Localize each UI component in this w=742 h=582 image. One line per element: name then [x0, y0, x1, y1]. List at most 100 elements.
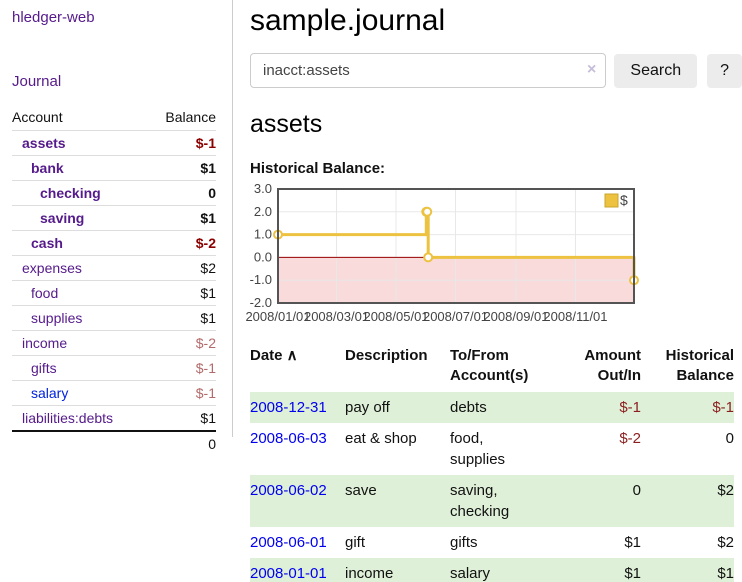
transaction-amount: 0	[632, 482, 641, 499]
account-balance: $-2	[195, 335, 216, 351]
transaction-description: income	[345, 565, 394, 582]
account-balance: 0	[208, 185, 216, 201]
transaction-description: eat & shop	[345, 430, 417, 447]
search-button[interactable]: Search	[614, 53, 698, 88]
account-row: checking 0	[12, 180, 216, 205]
column-header-date[interactable]: Date ∧	[250, 347, 298, 364]
x-axis-tick-label: 2008/01/01	[245, 309, 310, 324]
search-box: ×	[250, 53, 607, 88]
y-axis-tick-label: -1.0	[250, 272, 272, 287]
transaction-accounts: saving, checking	[450, 482, 510, 520]
data-point-marker	[423, 252, 434, 263]
transaction-amount: $-2	[619, 430, 641, 447]
account-row: bank $1	[12, 155, 216, 180]
transactions-header-row: Date ∧ Description To/From Account(s) Amoun…	[250, 343, 734, 392]
transaction-accounts: gifts	[450, 534, 478, 551]
help-button[interactable]: ?	[707, 53, 742, 88]
transaction-description: pay off	[345, 399, 390, 416]
account-row: liabilities:debts $1	[12, 405, 216, 430]
account-row: assets $-1	[12, 130, 216, 155]
transaction-description: gift	[345, 534, 366, 551]
account-balance: $1	[200, 310, 216, 326]
transaction-accounts: debts	[450, 399, 487, 416]
column-header-amount-out-in[interactable]: Amount Out/In	[584, 347, 641, 384]
transaction-balance: 0	[725, 430, 734, 447]
transaction-date-link[interactable]: 2008-12-31	[250, 399, 327, 416]
account-link[interactable]: income	[22, 335, 68, 351]
column-header-to-from-account-s-[interactable]: To/From Account(s)	[450, 347, 529, 384]
transaction-description: save	[345, 482, 377, 499]
search-form: × Search ?	[250, 53, 742, 88]
transaction-row: 2008-12-31 pay off debts $-1 $-1	[250, 392, 734, 423]
transaction-date-link[interactable]: 2008-06-03	[250, 430, 327, 447]
data-point-marker	[422, 206, 433, 217]
account-link[interactable]: liabilities:debts	[22, 410, 114, 426]
clear-search-icon[interactable]: ×	[587, 61, 597, 78]
transaction-date-link[interactable]: 2008-01-01	[250, 565, 327, 582]
account-link[interactable]: gifts	[31, 360, 57, 376]
account-column-header: Account	[12, 109, 63, 125]
transaction-row: 2008-06-01 gift gifts $1 $2	[250, 527, 734, 558]
transaction-row: 2008-01-01 income salary $1 $1	[250, 558, 734, 582]
account-link[interactable]: food	[31, 285, 59, 301]
account-balance: $-1	[195, 360, 216, 376]
legend-swatch	[604, 193, 619, 208]
account-row: cash $-2	[12, 230, 216, 255]
account-balance: $1	[200, 410, 216, 426]
account-balance: $-1	[195, 135, 216, 151]
y-axis-tick-label: 3.0	[254, 183, 272, 196]
account-link[interactable]: salary	[31, 385, 69, 401]
account-row: income $-2	[12, 330, 216, 355]
account-balance: $1	[200, 210, 216, 226]
accounts-table: Account Balance assets $-1 bank $1 checking 0…	[12, 106, 216, 456]
sidebar: hledger-web Journal Account Balance asse…	[0, 0, 233, 452]
accounts-table-header: Account Balance	[12, 106, 216, 130]
transaction-date-link[interactable]: 2008-06-01	[250, 534, 327, 551]
x-axis-tick-label: 2008/03/01	[304, 309, 369, 324]
accounts-total: 0	[12, 430, 216, 456]
account-balance: $-1	[195, 385, 216, 401]
transaction-row: 2008-06-03 eat & shop food, supplies $-2 0	[250, 423, 734, 475]
transaction-balance: $-1	[712, 399, 734, 416]
account-link[interactable]: saving	[40, 210, 85, 226]
account-link[interactable]: supplies	[31, 310, 83, 326]
account-link[interactable]: cash	[31, 235, 63, 251]
legend-label: $	[620, 192, 628, 208]
account-link[interactable]: expenses	[22, 260, 82, 276]
transactions-rows: 2008-12-31 pay off debts $-1 $-1 2008-06-03 ea…	[250, 392, 734, 582]
account-balance: $2	[200, 260, 216, 276]
transaction-amount: $-1	[619, 399, 641, 416]
accounts-table-rows: assets $-1 bank $1 checking 0 saving $1 cash $-2 e…	[12, 130, 216, 430]
account-row: saving $1	[12, 205, 216, 230]
account-link[interactable]: bank	[31, 160, 64, 176]
x-axis-tick-label: 2008/09/01	[483, 309, 548, 324]
account-row: expenses $2	[12, 255, 216, 280]
y-axis-tick-label: -2.0	[250, 295, 272, 310]
account-row: food $1	[12, 280, 216, 305]
transaction-amount: $1	[624, 534, 641, 551]
account-row: salary $-1	[12, 380, 216, 405]
main-content: sample.journal × Search ? assets Histori…	[245, 0, 742, 582]
page-title: sample.journal	[250, 4, 446, 37]
app-brand-link[interactable]: hledger-web	[12, 9, 95, 26]
transaction-balance: $1	[717, 565, 734, 582]
chart-title: Historical Balance:	[250, 160, 386, 177]
account-row: supplies $1	[12, 305, 216, 330]
search-input[interactable]	[250, 53, 607, 88]
historical-balance-chart[interactable]: 3.0 2.0 1.0 0.0 -1.0 -2.02008/01/012008/03/01…	[244, 183, 742, 331]
sidebar-item-journal[interactable]: Journal	[12, 73, 62, 90]
x-axis-tick-label: 2008/11/01	[543, 309, 607, 324]
account-heading: assets	[250, 110, 323, 138]
column-header-description[interactable]: Description	[345, 347, 428, 364]
y-axis-tick-label: 2.0	[254, 204, 272, 219]
transaction-accounts: food, supplies	[450, 430, 506, 468]
account-row: gifts $-1	[12, 355, 216, 380]
account-balance: $1	[200, 160, 216, 176]
account-link[interactable]: assets	[22, 135, 66, 151]
transaction-date-link[interactable]: 2008-06-02	[250, 482, 327, 499]
transaction-accounts: salary	[450, 565, 491, 582]
column-header-historical-balance[interactable]: Historical Balance	[665, 347, 734, 384]
account-link[interactable]: checking	[40, 185, 101, 201]
x-axis-tick-label: 2008/07/01	[423, 309, 488, 324]
